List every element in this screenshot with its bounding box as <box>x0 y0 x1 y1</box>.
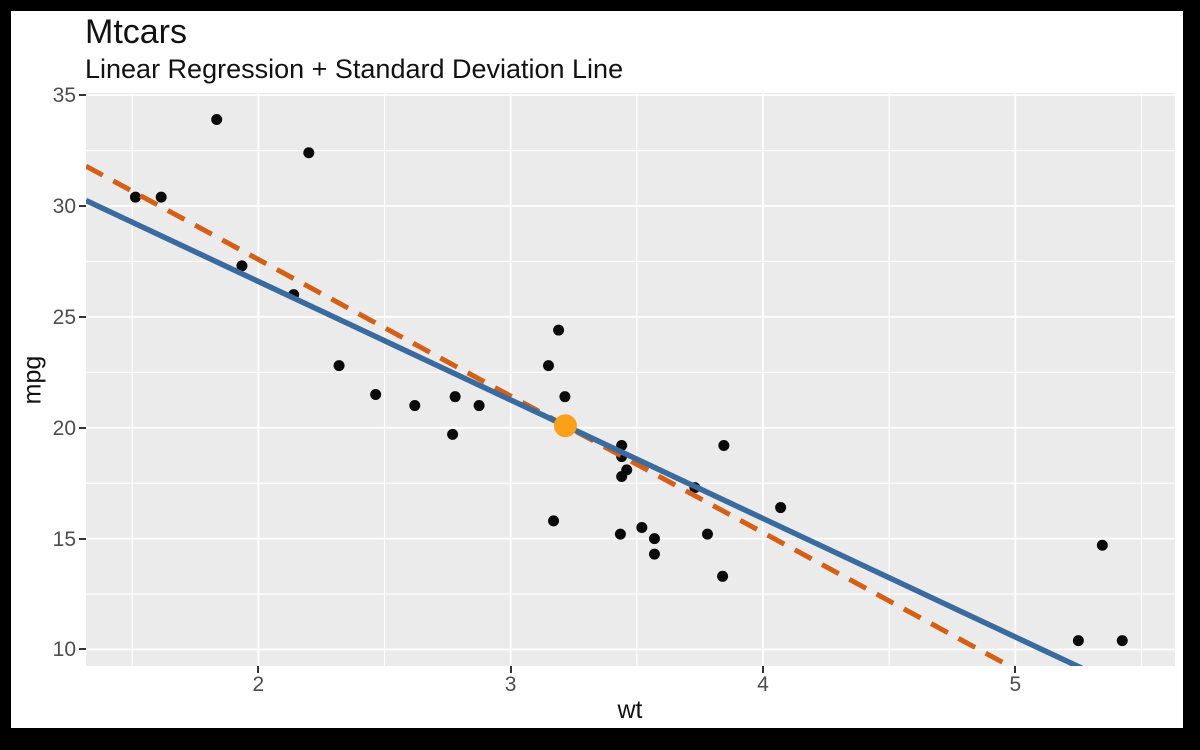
data-point <box>717 570 729 582</box>
scatter-plot-canvas <box>86 93 1175 666</box>
data-point <box>701 528 713 540</box>
chart-title: Mtcars <box>85 13 187 51</box>
linear-regression-line <box>86 198 1084 666</box>
data-point <box>548 515 560 527</box>
y-tick-mark <box>79 94 86 97</box>
y-tick-mark <box>79 648 86 651</box>
x-tick-label: 4 <box>757 673 769 696</box>
x-tick-label: 3 <box>504 673 517 696</box>
data-point <box>648 533 660 545</box>
y-tick-label: 35 <box>52 84 76 108</box>
x-tick-label: 2 <box>252 673 265 696</box>
y-axis-title: mpg <box>18 355 47 405</box>
data-point <box>559 391 571 403</box>
data-point <box>370 388 382 400</box>
data-point <box>542 360 554 372</box>
data-point <box>553 324 565 336</box>
data-point <box>449 391 461 403</box>
chart-subtitle: Linear Regression + Standard Deviation L… <box>85 54 624 84</box>
y-tick-mark <box>79 204 86 207</box>
standard-deviation-line <box>86 163 1015 666</box>
data-point <box>211 113 223 125</box>
data-point <box>616 471 628 483</box>
data-point <box>473 400 485 412</box>
plot-panel <box>86 93 1175 666</box>
data-point <box>775 502 787 514</box>
x-axis-title: wt <box>617 696 643 724</box>
y-tick-label: 30 <box>52 194 76 218</box>
y-tick-label: 15 <box>52 527 76 551</box>
data-point <box>129 191 141 203</box>
data-point <box>1116 635 1128 647</box>
y-tick-label: 10 <box>52 638 76 662</box>
data-point <box>636 522 648 534</box>
x-tick-mark <box>1014 666 1017 673</box>
x-tick-mark <box>257 666 260 673</box>
data-point <box>155 191 167 203</box>
data-point <box>333 360 345 372</box>
data-point <box>303 147 315 159</box>
y-tick-label: 25 <box>52 305 76 329</box>
y-tick-mark <box>79 315 86 318</box>
data-point <box>236 260 248 272</box>
mean-point <box>553 414 577 438</box>
data-point <box>409 400 421 412</box>
y-tick-mark <box>79 537 86 540</box>
data-point <box>1072 635 1084 647</box>
data-point <box>1096 539 1108 551</box>
x-tick-mark <box>761 666 764 673</box>
data-point <box>614 528 626 540</box>
data-point <box>718 439 730 451</box>
x-tick-label: 5 <box>1009 673 1022 696</box>
x-tick-mark <box>509 666 512 673</box>
y-tick-mark <box>79 426 86 429</box>
data-point <box>447 428 459 440</box>
y-tick-label: 20 <box>52 416 76 440</box>
data-point <box>648 548 660 560</box>
